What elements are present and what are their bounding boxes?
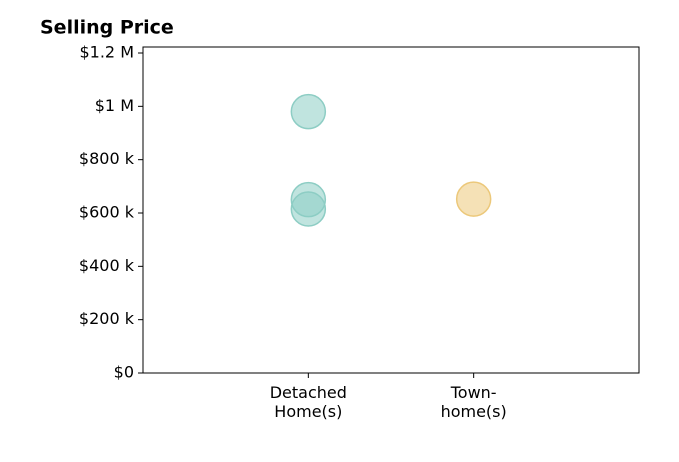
- y-tick-label: $0: [114, 363, 134, 382]
- plot-frame: [142, 46, 640, 374]
- y-tick-label: $800 k: [79, 149, 135, 168]
- point: [455, 181, 492, 217]
- x-tick-label: Detached Home(s): [270, 383, 347, 421]
- y-tick-label: $1.2 M: [79, 43, 134, 62]
- chart-title: Selling Price: [40, 17, 174, 39]
- y-tick-label: $200 k: [79, 309, 135, 328]
- y-tick-label: $600 k: [79, 203, 135, 222]
- point: [290, 191, 327, 227]
- y-tick-label: $400 k: [79, 256, 135, 275]
- x-tick-label: Town-home(s): [441, 383, 507, 421]
- point: [290, 93, 327, 130]
- y-tick-label: $1 M: [95, 96, 134, 115]
